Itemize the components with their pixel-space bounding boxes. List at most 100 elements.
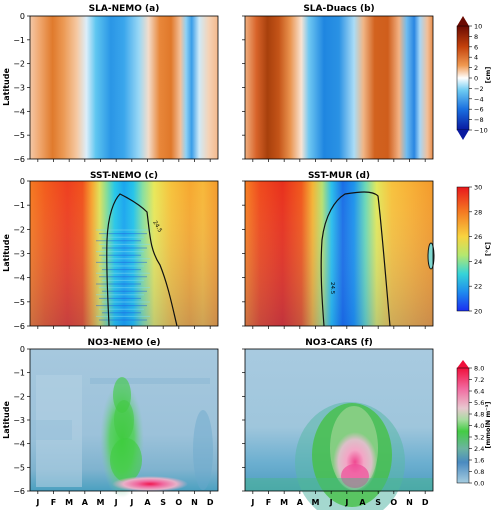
y-label-row1: Latitude (2, 68, 11, 106)
colorbar-tick-label: 26 (474, 233, 482, 241)
month-label: O (390, 498, 397, 507)
colorbar-tick-label: 10 (474, 23, 482, 31)
y-label-row3: Latitude (2, 401, 11, 439)
colorbar-tick-label: 4.0 (474, 422, 484, 430)
month-label: J (250, 498, 254, 507)
month-label: N (406, 498, 413, 507)
colorbar-tick-label: 22 (474, 283, 482, 291)
colorbar-tick-label: 0.8 (474, 468, 484, 476)
panel-title-no3-nemo: NO3-NEMO (e) (88, 338, 161, 348)
month-label: J (114, 498, 118, 507)
month-label: J (129, 498, 133, 507)
colorbar-tick-label: 30 (474, 184, 482, 192)
contour-24-5-mur (320, 191, 391, 327)
panel-sla-duacs (244, 15, 434, 160)
colorbar-tick-label: −8 (474, 116, 484, 124)
colorbar-tick-label: −4 (474, 95, 484, 103)
y-tick-label: −4 (13, 440, 25, 449)
month-label: S (160, 498, 166, 507)
colorbar-tick-label: 4 (474, 54, 478, 62)
y-tick-label: −5 (13, 463, 25, 472)
month-label: D (422, 498, 429, 507)
y-tick-label: 0 (20, 345, 25, 354)
y-tick-label: −3 (13, 416, 25, 425)
colorbar-tick-label: 2 (474, 64, 478, 72)
panel-no3-nemo (29, 348, 219, 498)
colorbar-tick-label: 8 (474, 33, 478, 41)
panel-no3-cars (244, 348, 434, 510)
contour-label-nemo: 24.5 (151, 220, 163, 234)
panel-sst-mur: 24.5 (244, 180, 435, 327)
month-label: M (280, 498, 288, 507)
colorbar-no3-unit: [mmolN m⁻³] (484, 402, 492, 449)
y-tick-label: −6 (13, 322, 25, 331)
colorbar-sla: 10 8 6 4 2 0 −2 −4 −6 −8 −10 [cm] (456, 16, 492, 140)
colorbar-tick-label: 6.4 (474, 388, 484, 396)
y-tick-label: −2 (13, 60, 25, 69)
y-label-row2: Latitude (2, 234, 11, 272)
colorbar-tick-label: −6 (474, 106, 484, 114)
month-label: A (144, 498, 151, 507)
panel-sla-nemo (29, 15, 219, 160)
colorbar-tick-label: 20 (474, 308, 482, 316)
y-tick-label: −2 (13, 225, 25, 234)
panel-sst-nemo: 24.5 (29, 180, 219, 327)
panel-title-sla-nemo: SLA-NEMO (a) (89, 4, 160, 14)
colorbar-tick-label: −2 (474, 85, 484, 93)
month-label: F (266, 498, 271, 507)
colorbar-tick-label: 5.6 (474, 399, 484, 407)
panel-title-sla-duacs: SLA-Duacs (b) (303, 4, 374, 14)
y-tick-label: −2 (13, 392, 25, 401)
month-label: N (191, 498, 198, 507)
month-label: A (82, 498, 89, 507)
month-label: J (329, 498, 333, 507)
colorbar-tick-label: −10 (474, 127, 488, 135)
colorbar-sst-unit: [°C] (484, 242, 492, 256)
colorbar-tick-label: 28 (474, 208, 482, 216)
y-tick-label: −5 (13, 131, 25, 140)
y-tick-label: 0 (20, 12, 25, 21)
colorbar-tick-label: 0 (474, 75, 478, 83)
contour-24-5-nemo (106, 193, 178, 327)
y-tick-label: −4 (13, 274, 25, 283)
y-tick-label: −5 (13, 298, 25, 307)
colorbar-tick-label: 2.4 (474, 445, 484, 453)
y-tick-label: −3 (13, 84, 25, 93)
month-label: D (207, 498, 214, 507)
month-label: O (175, 498, 182, 507)
panel-title-sst-mur: SST-MUR (d) (308, 171, 370, 181)
colorbar-tick-label: 6 (474, 43, 478, 51)
y-tick-label: −1 (13, 36, 25, 45)
y-tick-label: 0 (20, 177, 25, 186)
colorbar-tick-label: 3.2 (474, 434, 484, 442)
month-label: M (65, 498, 73, 507)
colorbar-tick-label: 0.0 (474, 480, 484, 488)
y-tick-label: −6 (13, 487, 25, 496)
sla-nemo-field (30, 16, 218, 159)
y-tick-label: −1 (13, 369, 25, 378)
y-tick-label: −4 (13, 107, 25, 116)
colorbar-sst: 30 28 26 24 22 20 [°C] (456, 184, 492, 316)
colorbar-tick-label: 7.2 (474, 376, 484, 384)
sla-duacs-field (245, 16, 433, 159)
month-label: F (51, 498, 56, 507)
colorbar-no3: 8.0 7.2 6.4 5.6 4.8 4.0 3.2 2.4 1.6 0.8 0.0 [mmolN… (456, 360, 492, 488)
month-label: S (375, 498, 381, 507)
colorbar-tick-label: 24 (474, 258, 482, 266)
month-label: A (297, 498, 304, 507)
month-label: A (359, 498, 366, 507)
contour-label-mur: 24.5 (329, 282, 335, 295)
month-label: M (97, 498, 105, 507)
panel-title-no3-cars: NO3-CARS (f) (305, 338, 372, 348)
y-tick-label: −1 (13, 201, 25, 210)
y-tick-label: −6 (13, 155, 25, 164)
colorbar-tick-label: 8.0 (474, 365, 484, 373)
colorbar-tick-label: 4.8 (474, 411, 484, 419)
panel-title-sst-nemo: SST-NEMO (c) (90, 171, 158, 181)
month-label: J (35, 498, 39, 507)
colorbar-tick-label: 1.6 (474, 457, 484, 465)
month-label: M (312, 498, 320, 507)
y-tick-label: −3 (13, 250, 25, 259)
month-label: J (344, 498, 348, 507)
